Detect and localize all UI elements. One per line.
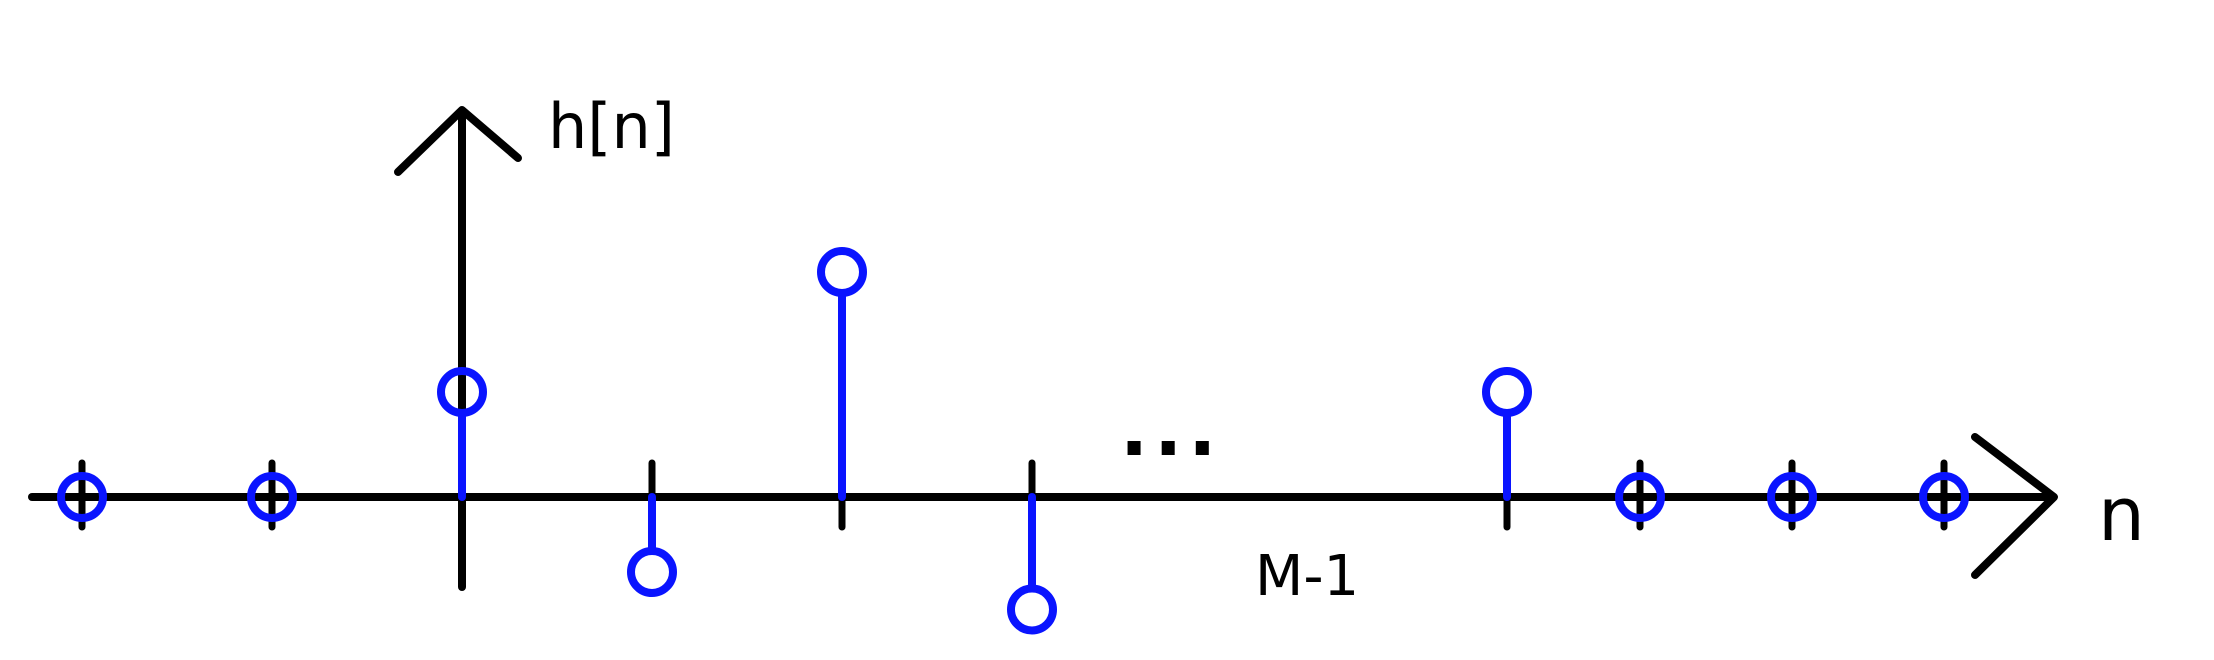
stem-marker (817, 247, 867, 297)
stem-marker (1482, 367, 1532, 417)
stem-marker (1767, 472, 1817, 522)
stem-series (57, 247, 1969, 635)
stem-marker (1615, 472, 1665, 522)
x-axis-label: n (2098, 472, 2145, 558)
ellipsis: ... (1120, 387, 1222, 473)
axes (28, 106, 2058, 591)
tick-label-m-minus-1: M-1 (1255, 544, 1359, 609)
stem-marker (247, 472, 297, 522)
stem-marker (437, 367, 487, 417)
y-axis-arrowhead (394, 106, 522, 176)
labels: h[n] n M-1 ... (548, 90, 2145, 609)
stem-marker (627, 547, 677, 597)
stem-marker (1919, 472, 1969, 522)
x-axis-arrowhead (1971, 433, 2058, 579)
stem-marker (1007, 584, 1057, 635)
y-axis-label: h[n] (548, 90, 675, 163)
stem-marker (57, 472, 107, 522)
